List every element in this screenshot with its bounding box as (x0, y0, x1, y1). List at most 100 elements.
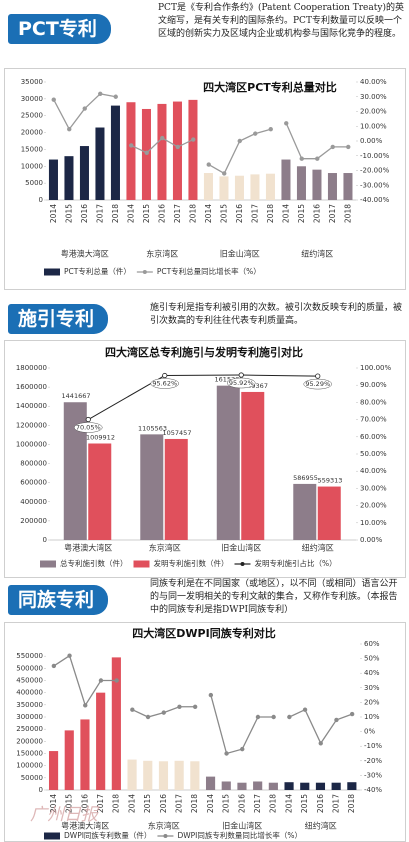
line-marker (287, 714, 292, 720)
x-tick-label: 2017 (331, 794, 340, 813)
line-marker (114, 678, 119, 683)
bar (96, 692, 106, 790)
y-tick-label: 1000000 (16, 440, 47, 448)
line-marker (67, 127, 72, 132)
y-tick-label: 1600000 (16, 383, 47, 391)
x-tick-label: 2017 (173, 204, 182, 223)
legend-swatch (142, 270, 147, 274)
y2-tick-label: -10% (364, 742, 382, 750)
line-marker (315, 373, 321, 379)
line-marker (237, 138, 242, 144)
legend-swatch (40, 560, 56, 568)
line (208, 128, 271, 175)
x-tick-label: 2016 (235, 204, 244, 223)
x-tick-label: 2017 (174, 794, 183, 813)
bar (48, 751, 59, 790)
bar (317, 486, 341, 540)
y-tick-label: 800000 (20, 460, 47, 468)
y2-tick-label: 100.00% (360, 364, 391, 372)
line-marker (222, 171, 227, 176)
y2-tick-label: 40.00% (360, 467, 387, 475)
bar (95, 127, 105, 200)
y2-tick-label: 10% (364, 713, 380, 721)
y2-tick-label: 80.00% (360, 398, 387, 406)
line-marker (85, 416, 91, 423)
legend-label: DWPI同族专利数量同比增长率（%） (177, 830, 302, 840)
line-marker (268, 127, 273, 132)
x-tick-label: 2018 (188, 204, 197, 223)
line-marker (299, 156, 304, 161)
bar (174, 760, 184, 790)
line-marker (160, 135, 165, 141)
bar (205, 776, 216, 790)
line-marker (284, 121, 289, 126)
bar (234, 175, 244, 200)
line-marker (206, 162, 211, 167)
group-label: 纽约湾区 (305, 821, 337, 831)
x-tick-label: 2016 (80, 794, 89, 813)
y-tick-label: 300000 (16, 713, 43, 721)
y-tick-label: 350000 (16, 701, 43, 709)
x-tick-label: 2015 (297, 204, 306, 223)
section-description: 施引专利是指专利被引用的次数。被引次数反映专利的质量，被引次数高的专利往往代表专… (150, 303, 403, 326)
bar (268, 782, 278, 790)
y-tick-label: 1800000 (16, 364, 47, 372)
y2-tick-label: 60% (364, 640, 380, 648)
x-tick-label: 2017 (96, 794, 105, 813)
bar (312, 169, 322, 200)
bar (158, 761, 169, 790)
y2-tick-label: 10.00% (360, 122, 387, 130)
y-tick-label: 0 (43, 536, 47, 544)
bar (88, 443, 112, 540)
y2-tick-label: -40% (364, 786, 382, 794)
y2-tick-label: -30.00% (360, 181, 390, 189)
chart-title: 四大湾区DWPI同族专利对比 (132, 626, 275, 640)
bar (190, 761, 200, 790)
x-tick-label: 粤港澳大湾区 (64, 543, 112, 553)
line-marker (130, 707, 135, 712)
y-tick-label: 500000 (16, 664, 43, 672)
value-label-bubble (74, 422, 103, 433)
line-marker (238, 372, 244, 378)
legend-swatch (44, 832, 60, 840)
value-label-bubble (303, 378, 332, 390)
legend-label: 总专利施引数（件） (60, 558, 128, 568)
bar (140, 434, 164, 540)
bar (127, 759, 137, 790)
bar (237, 782, 247, 790)
bar (281, 159, 291, 200)
value-label-bubble (150, 378, 179, 389)
y-tick-label: 600000 (20, 479, 47, 487)
line-marker (302, 707, 308, 712)
line-marker (98, 678, 104, 683)
y2-tick-label: 0% (364, 728, 375, 736)
bar (110, 105, 120, 200)
y-tick-label: 450000 (16, 677, 43, 685)
legend-label: PCT专利总量同比增长率（%） (157, 266, 261, 276)
y-tick-label: 1400000 (16, 402, 47, 410)
y-tick-label: 150000 (16, 750, 43, 758)
watermark: 广州日报 (30, 805, 98, 825)
bar (221, 781, 231, 790)
y2-tick-label: 30% (364, 684, 380, 692)
legend-label: 发明专利施引数（件） (154, 558, 229, 568)
y2-tick-label: 40% (364, 669, 380, 677)
y-tick-label: 400000 (16, 689, 43, 697)
bar (327, 173, 337, 200)
bar (300, 782, 310, 790)
y-tick-label: 25000 (21, 112, 43, 120)
legend-label: DWPI同族专利数量（件） (64, 830, 151, 840)
legend-label: PCT专利总量（件） (64, 266, 131, 276)
line-marker (349, 711, 355, 717)
section-description: 同族专利是在不同国家（或地区），以不同（或相同）语言公开的与同一发明相关的专利文… (150, 579, 398, 615)
group-label: 东京湾区 (148, 821, 180, 831)
line-marker (315, 156, 320, 161)
bar (79, 146, 89, 200)
line-marker (271, 714, 276, 720)
x-tick-label: 2017 (95, 204, 104, 223)
y-tick-label: 0 (39, 196, 43, 204)
legend-swatch (240, 562, 245, 566)
section-heading: PCT专利 (8, 14, 111, 44)
line-marker (255, 714, 261, 720)
